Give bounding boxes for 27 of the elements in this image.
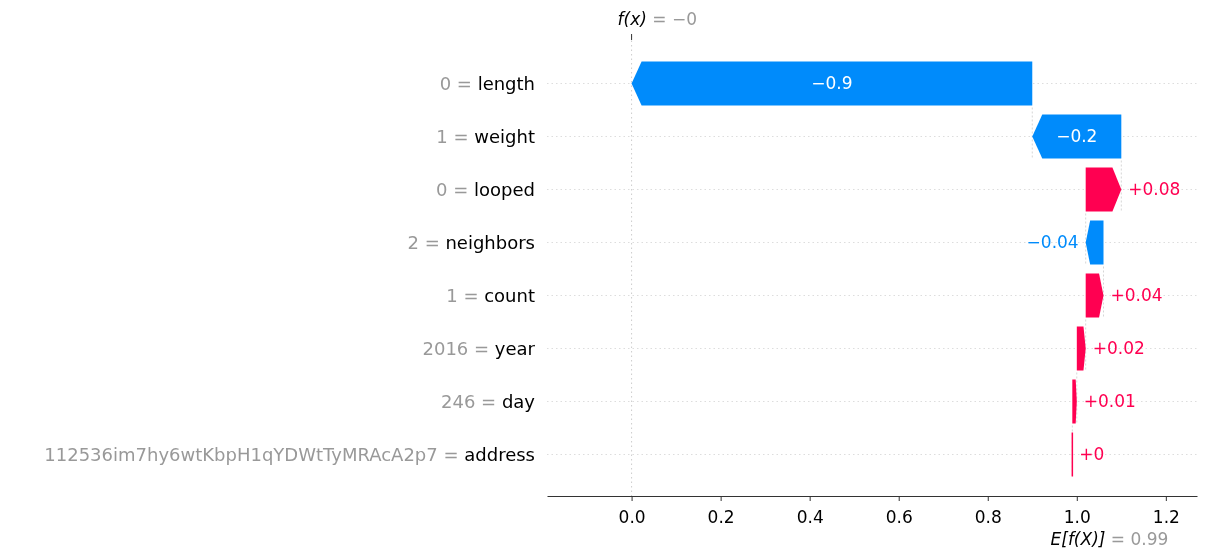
x-tick-label: 0.0 bbox=[618, 506, 646, 527]
text: f(x) = −0 bbox=[617, 9, 698, 29]
x-tick-label: 0.8 bbox=[974, 506, 1002, 527]
y-tick-label: 112536im7hy6wtKbpH1qYDWtTyMRAcA2p7 = address bbox=[44, 443, 535, 465]
x-tick-label: 1.0 bbox=[1063, 506, 1091, 527]
x-tick-label: 0.2 bbox=[707, 506, 735, 527]
y-tick-label: 0 = looped bbox=[436, 178, 535, 200]
data-label: +0.04 bbox=[1110, 285, 1163, 306]
y-tick-label: 1 = count bbox=[446, 284, 535, 306]
bar bbox=[1032, 114, 1122, 159]
data-label: −0.04 bbox=[1026, 232, 1079, 253]
data-label: +0.02 bbox=[1092, 338, 1145, 359]
data-label: −0.9 bbox=[811, 73, 853, 94]
y-tick-label: 2 = neighbors bbox=[407, 231, 535, 253]
y-tick-label: 2016 = year bbox=[422, 337, 536, 359]
y-tick-label: 0 = length bbox=[439, 72, 535, 94]
data-label: +0 bbox=[1079, 444, 1105, 465]
x-tick-label: 0.6 bbox=[885, 506, 913, 527]
data-label: −0.2 bbox=[1056, 126, 1098, 147]
y-tick-label: 1 = weight bbox=[436, 125, 535, 147]
bar bbox=[631, 61, 1033, 106]
x-tick-label: 1.2 bbox=[1152, 506, 1180, 527]
x-tick-label: 0.4 bbox=[796, 506, 824, 527]
y-tick-label: 246 = day bbox=[441, 390, 536, 412]
data-label: +0.08 bbox=[1128, 179, 1181, 200]
data-label: +0.01 bbox=[1083, 391, 1136, 412]
text: E[f(X)] = 0.99 bbox=[1050, 529, 1169, 549]
